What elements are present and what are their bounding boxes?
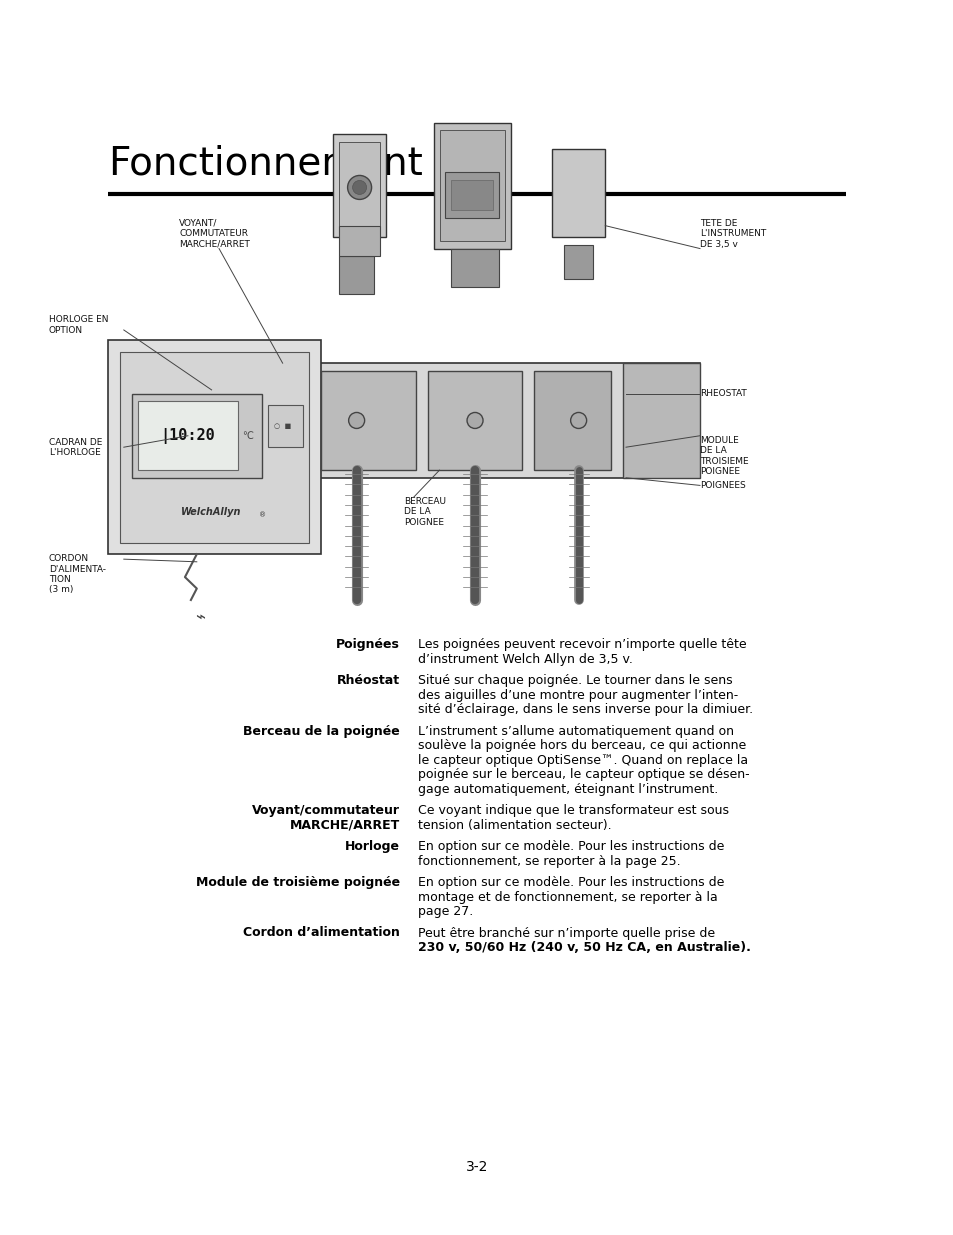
Text: tension (alimentation secteur).: tension (alimentation secteur). xyxy=(417,819,611,831)
Text: En option sur ce modèle. Pour les instructions de: En option sur ce modèle. Pour les instru… xyxy=(417,876,723,889)
Text: ⌁: ⌁ xyxy=(194,608,205,626)
Text: Voyant/commutateur: Voyant/commutateur xyxy=(252,804,399,818)
Text: BERCEAU
DE LA
POIGNEE: BERCEAU DE LA POIGNEE xyxy=(403,496,446,526)
Text: ○  ■: ○ ■ xyxy=(274,424,291,430)
Bar xyxy=(534,370,611,471)
Bar xyxy=(338,142,380,230)
Bar xyxy=(108,340,321,555)
Text: fonctionnement, se reporter à la page 25.: fonctionnement, se reporter à la page 25… xyxy=(417,855,679,867)
Text: ®: ® xyxy=(258,513,266,519)
Text: WelchAllyn: WelchAllyn xyxy=(181,508,242,517)
Text: sité d’éclairage, dans le sens inverse pour la dimiuer.: sité d’éclairage, dans le sens inverse p… xyxy=(417,703,752,716)
Text: Module de troisième poignée: Module de troisième poignée xyxy=(195,876,399,889)
Text: montage et de fonctionnement, se reporter à la: montage et de fonctionnement, se reporte… xyxy=(417,890,717,904)
Bar xyxy=(333,133,386,237)
Text: Cordon d’alimentation: Cordon d’alimentation xyxy=(243,926,399,940)
Text: Peut être branché sur n’importe quelle prise de: Peut être branché sur n’importe quelle p… xyxy=(417,926,715,940)
Text: Les poignées peuvent recevoir n’importe quelle tête: Les poignées peuvent recevoir n’importe … xyxy=(417,638,746,651)
Text: RHEOSTAT: RHEOSTAT xyxy=(700,389,746,398)
Bar xyxy=(268,405,303,447)
Text: le capteur optique OptiSense™. Quand on replace la: le capteur optique OptiSense™. Quand on … xyxy=(417,753,747,767)
Text: En option sur ce modèle. Pour les instructions de: En option sur ce modèle. Pour les instru… xyxy=(417,840,723,853)
Bar xyxy=(338,226,380,256)
Text: CADRAN DE
L'HORLOGE: CADRAN DE L'HORLOGE xyxy=(49,437,102,457)
Text: POIGNEES: POIGNEES xyxy=(700,480,745,490)
Circle shape xyxy=(353,180,366,194)
Text: MARCHE/ARRET: MARCHE/ARRET xyxy=(290,819,399,831)
Text: poignée sur le berceau, le capteur optique se désen-: poignée sur le berceau, le capteur optiq… xyxy=(417,768,749,781)
Bar xyxy=(338,256,374,294)
Bar xyxy=(451,180,493,210)
Bar xyxy=(262,363,700,478)
Text: des aiguilles d’une montre pour augmenter l’inten-: des aiguilles d’une montre pour augmente… xyxy=(417,688,738,701)
Text: Berceau de la poignée: Berceau de la poignée xyxy=(243,725,399,737)
Text: L’instrument s’allume automatiquement quand on: L’instrument s’allume automatiquement qu… xyxy=(417,725,733,737)
Text: CORDON
D'ALIMENTA-
TION
(3 m): CORDON D'ALIMENTA- TION (3 m) xyxy=(49,555,106,594)
Bar xyxy=(439,130,504,241)
Text: Fonctionnement: Fonctionnement xyxy=(108,144,422,183)
Text: Ce voyant indique que le transformateur est sous: Ce voyant indique que le transformateur … xyxy=(417,804,728,818)
Text: VOYANT/
COMMUTATEUR
MARCHE/ARRET: VOYANT/ COMMUTATEUR MARCHE/ARRET xyxy=(179,219,250,248)
Bar xyxy=(434,122,510,248)
Circle shape xyxy=(348,412,364,429)
Text: HORLOGE EN
OPTION: HORLOGE EN OPTION xyxy=(49,315,109,335)
Bar xyxy=(563,245,593,279)
Text: page 27.: page 27. xyxy=(417,905,473,918)
Circle shape xyxy=(467,412,482,429)
Text: gage automatiquement, éteignant l’instrument.: gage automatiquement, éteignant l’instru… xyxy=(417,783,718,795)
Text: d’instrument Welch Allyn de 3,5 v.: d’instrument Welch Allyn de 3,5 v. xyxy=(417,652,632,666)
Bar xyxy=(137,401,238,471)
Text: TETE DE
L'INSTRUMENT
DE 3,5 v: TETE DE L'INSTRUMENT DE 3,5 v xyxy=(700,219,765,248)
Bar xyxy=(427,370,522,471)
Text: ℃: ℃ xyxy=(241,431,253,441)
Bar xyxy=(552,149,604,237)
Bar xyxy=(622,363,700,478)
Text: 3-2: 3-2 xyxy=(465,1160,488,1174)
Text: Situé sur chaque poignée. Le tourner dans le sens: Situé sur chaque poignée. Le tourner dan… xyxy=(417,674,732,687)
Text: |10:20: |10:20 xyxy=(160,427,215,443)
Circle shape xyxy=(570,412,586,429)
Bar xyxy=(451,248,498,287)
Text: Poignées: Poignées xyxy=(335,638,399,651)
Text: Horloge: Horloge xyxy=(345,840,399,853)
Text: Rhéostat: Rhéostat xyxy=(336,674,399,687)
Text: soulève la poignée hors du berceau, ce qui actionne: soulève la poignée hors du berceau, ce q… xyxy=(417,739,745,752)
Bar xyxy=(132,394,262,478)
Text: MODULE
DE LA
TROISIEME
POIGNEE: MODULE DE LA TROISIEME POIGNEE xyxy=(700,436,748,475)
Circle shape xyxy=(347,175,372,199)
Bar xyxy=(120,352,309,542)
Bar xyxy=(321,370,416,471)
Text: 230 v, 50/60 Hz (240 v, 50 Hz CA, en Australie).: 230 v, 50/60 Hz (240 v, 50 Hz CA, en Aus… xyxy=(417,941,750,953)
Bar xyxy=(445,172,498,219)
